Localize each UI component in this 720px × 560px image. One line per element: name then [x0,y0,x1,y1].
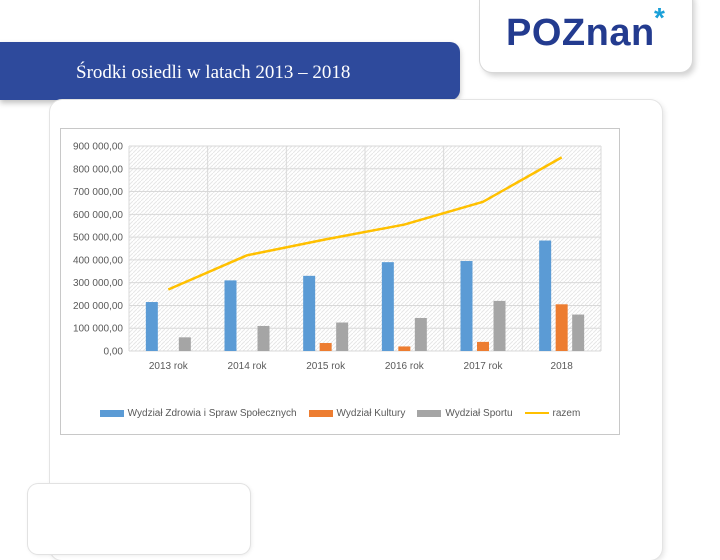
x-tick-label: 2015 rok [306,361,346,372]
y-tick-label: 800 000,00 [73,164,123,175]
slide-title-bar: Środki osiedli w latach 2013 – 2018 [0,42,460,100]
bar [336,322,349,351]
bar [398,346,411,351]
bar [303,275,316,351]
bar [381,262,394,351]
x-tick-label: 2016 rok [385,361,425,372]
bar [414,317,427,351]
legend-swatch [308,409,333,417]
legend-item: Wydział Kultury [308,408,406,419]
chart-container: 0,00 100 000,00 200 000,00 300 000,00 400 00… [60,128,620,435]
bar [145,302,158,351]
bar [319,343,332,351]
footer-panel [28,484,250,554]
y-tick-label: 100 000,00 [73,324,123,335]
legend-label: Wydział Sportu [445,408,513,419]
bar [493,300,506,351]
legend-item: Wydział Zdrowia i Spraw Społecznych [99,408,297,419]
x-tick-label: 2018 [551,361,574,372]
bar [572,314,585,351]
legend-label: Wydział Kultury [336,408,406,419]
poznan-logo: POZnan * [480,0,692,72]
legend-swatch [524,412,549,415]
legend-label: Wydział Zdrowia i Spraw Społecznych [127,408,297,419]
chart-svg: 0,00 100 000,00 200 000,00 300 000,00 400 00… [73,142,602,372]
x-tick-label: 2013 rok [149,361,189,372]
bar [178,337,191,351]
y-tick-label: 200 000,00 [73,301,123,312]
legend-swatch [99,409,124,417]
asterisk-icon: * [654,2,665,33]
legend-item: razem [524,408,581,419]
y-tick-label: 500 000,00 [73,233,123,244]
legend-item: Wydział Sportu [417,408,513,419]
bar [555,304,568,351]
y-tick-label: 300 000,00 [73,278,123,289]
logo-wordmark: POZnan [506,12,655,54]
y-tick-label: 400 000,00 [73,255,123,266]
slide-title: Środki osiedli w latach 2013 – 2018 [76,62,351,83]
y-tick-label: 600 000,00 [73,210,123,221]
x-tick-label: 2017 rok [464,361,504,372]
legend-swatch [417,409,442,417]
legend-label: razem [552,408,581,419]
x-tick-label: 2014 rok [228,361,268,372]
chart-legend: Wydział Zdrowia i Spraw Społecznych Wydzi… [61,408,619,419]
bar [477,341,489,351]
bar [224,280,237,351]
bar [257,325,270,351]
bar [460,261,473,351]
bar [539,240,552,351]
y-tick-label: 900 000,00 [73,142,123,153]
line-series [167,156,563,291]
y-tick-label: 0,00 [104,347,124,358]
y-tick-label: 700 000,00 [73,187,123,198]
